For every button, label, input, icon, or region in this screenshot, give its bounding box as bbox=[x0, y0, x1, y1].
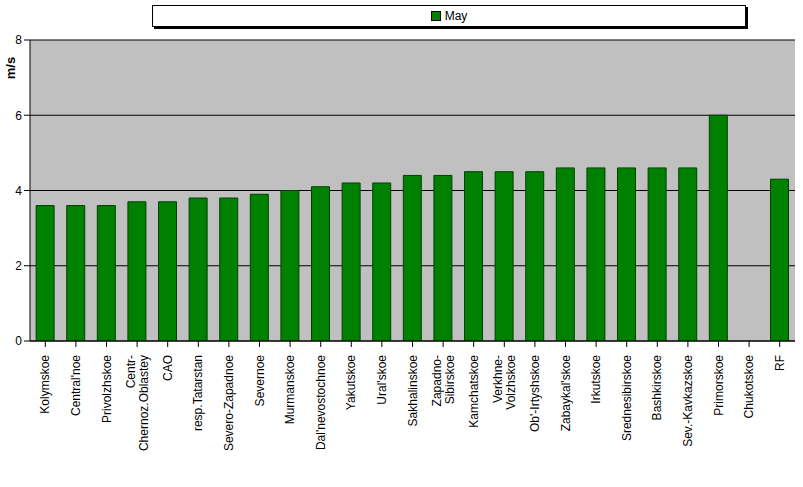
svg-text:0: 0 bbox=[15, 334, 22, 348]
svg-text:Sakhalinskoe: Sakhalinskoe bbox=[406, 355, 420, 427]
svg-text:Zabaykal'skoe: Zabaykal'skoe bbox=[559, 355, 573, 432]
svg-text:Central'noe: Central'noe bbox=[69, 355, 83, 416]
svg-text:Bashkirskoe: Bashkirskoe bbox=[650, 355, 664, 421]
svg-text:Zapadno-Sibirskoe: Zapadno-Sibirskoe bbox=[430, 355, 457, 407]
svg-text:Ob'-Irtyshskoe: Ob'-Irtyshskoe bbox=[528, 355, 542, 432]
svg-text:Centr-Chernoz.Oblastey: Centr-Chernoz.Oblastey bbox=[124, 355, 151, 451]
svg-text:Murmanskoe: Murmanskoe bbox=[283, 355, 297, 425]
html-text:May: May bbox=[444, 9, 468, 23]
svg-text:Sev.-Kavkazskoe: Sev.-Kavkazskoe bbox=[681, 355, 695, 447]
svg-text:CAO: CAO bbox=[161, 355, 175, 381]
svg-text:6: 6 bbox=[15, 109, 22, 123]
svg-text:2: 2 bbox=[15, 259, 22, 273]
svg-text:Chukotskoe: Chukotskoe bbox=[742, 355, 756, 419]
svg-text:Srednesibirskoe: Srednesibirskoe bbox=[620, 355, 634, 441]
svg-text:Kolymskoe: Kolymskoe bbox=[38, 355, 52, 414]
svg-text:m/s: m/s bbox=[8, 57, 18, 79]
svg-text:Verkhne-Volzhskoe: Verkhne-Volzhskoe bbox=[491, 355, 518, 410]
svg-text:RF: RF bbox=[773, 355, 787, 371]
svg-text:Kamchatskoe: Kamchatskoe bbox=[467, 355, 481, 428]
svg-text:Irkutskoe: Irkutskoe bbox=[589, 355, 603, 404]
svg-text:Ural'skoe: Ural'skoe bbox=[375, 355, 389, 405]
svg-text:4: 4 bbox=[15, 184, 22, 198]
svg-text:Dal'nevostochnoe: Dal'nevostochnoe bbox=[314, 355, 328, 450]
svg-text:Severo-Zapadnoe: Severo-Zapadnoe bbox=[222, 355, 236, 451]
svg-text:Severnoe: Severnoe bbox=[253, 355, 267, 407]
svg-text:Privolzhskoe: Privolzhskoe bbox=[100, 355, 114, 423]
svg-text:Primorskoe: Primorskoe bbox=[712, 355, 726, 416]
svg-text:Yakutskoe: Yakutskoe bbox=[344, 355, 358, 410]
svg-text:8: 8 bbox=[15, 33, 22, 47]
svg-text:resp.Tatarstan: resp.Tatarstan bbox=[191, 355, 205, 431]
